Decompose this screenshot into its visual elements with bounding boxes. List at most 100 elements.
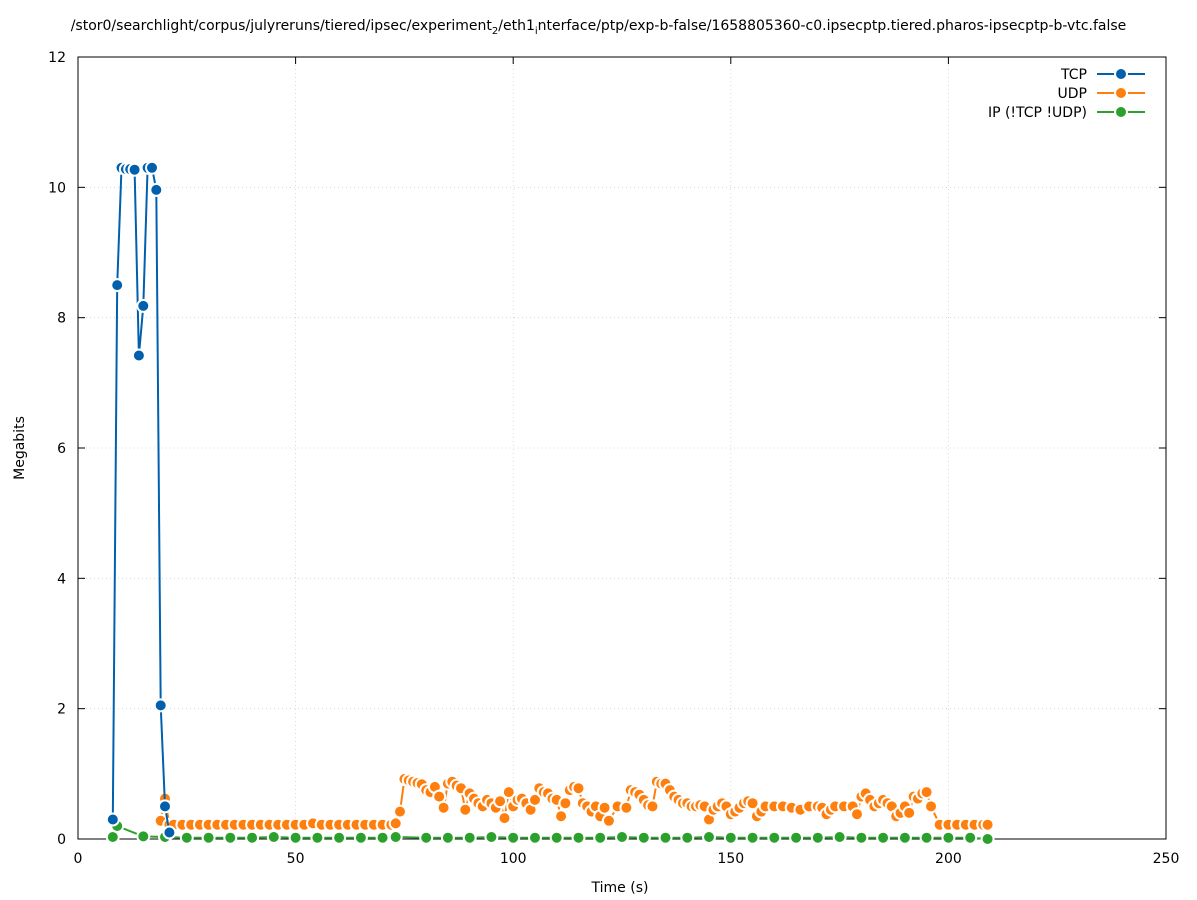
grid-lines	[78, 57, 1166, 839]
data-point	[288, 830, 303, 845]
data-point	[493, 794, 508, 809]
y-tick-label: 8	[57, 311, 66, 327]
data-point	[723, 830, 738, 845]
legend-swatch-marker	[1114, 86, 1128, 100]
data-point	[388, 816, 403, 831]
data-point	[919, 830, 934, 845]
data-point	[528, 792, 542, 807]
x-tick-label: 250	[1153, 851, 1180, 867]
data-point	[179, 830, 194, 845]
data-point	[436, 800, 451, 815]
data-point	[571, 781, 586, 796]
data-point	[501, 785, 516, 800]
data-point	[980, 817, 995, 832]
data-point	[131, 348, 146, 363]
data-point	[136, 829, 151, 844]
series-2	[105, 819, 995, 846]
data-point	[440, 830, 455, 845]
legend-swatch-marker	[1114, 67, 1128, 81]
data-point	[484, 830, 499, 844]
data-point	[980, 832, 995, 846]
data-point	[554, 809, 569, 824]
data-point	[789, 830, 804, 845]
series-layer	[105, 160, 995, 846]
data-point	[619, 800, 634, 815]
data-point	[597, 800, 612, 815]
data-point	[767, 830, 782, 845]
data-point	[506, 830, 521, 845]
legend-label: TCP	[1060, 67, 1087, 83]
data-point	[158, 799, 172, 814]
data-point	[850, 807, 864, 822]
legend-swatch-marker	[1114, 105, 1128, 119]
data-point	[462, 830, 477, 845]
legend-label: IP (!TCP !UDP)	[988, 105, 1087, 121]
y-axis-label: Megabits	[12, 416, 28, 480]
data-point	[149, 182, 164, 197]
data-point	[571, 830, 586, 845]
x-tick-label: 0	[74, 851, 83, 867]
data-point	[497, 811, 512, 826]
data-point	[963, 830, 978, 845]
x-tick-label: 150	[717, 851, 744, 867]
data-point	[223, 830, 238, 845]
x-tick-label: 200	[935, 851, 962, 867]
data-point	[145, 160, 159, 175]
data-point	[393, 804, 407, 819]
data-point	[558, 796, 573, 811]
data-point	[593, 830, 608, 845]
data-point	[702, 830, 716, 844]
data-point	[902, 805, 917, 820]
data-point	[615, 830, 629, 844]
data-point	[658, 830, 673, 845]
series-0	[105, 160, 177, 840]
y-tick-label: 6	[57, 441, 66, 457]
y-tick-label: 12	[48, 50, 66, 66]
chart-title: /stor0/searchlight/corpus/julyreruns/tie…	[70, 18, 1127, 37]
data-point	[601, 813, 616, 828]
axis-ticks: 0 50 100 150 200 250 0 2 4 6 8 10 12	[48, 50, 1179, 867]
data-point	[201, 830, 216, 845]
data-point	[310, 830, 325, 845]
data-point	[680, 830, 695, 845]
data-point	[832, 830, 847, 844]
y-tick-label: 2	[57, 702, 66, 718]
data-point	[353, 830, 368, 845]
data-point	[127, 162, 142, 177]
data-point	[745, 796, 760, 811]
data-point	[854, 830, 869, 845]
data-point	[162, 825, 177, 840]
series-1	[153, 772, 995, 832]
legend: TCP UDP IP (!TCP !UDP)	[955, 62, 1155, 124]
data-point	[266, 830, 281, 844]
data-point	[136, 298, 151, 313]
data-point	[458, 802, 473, 817]
data-point	[388, 830, 403, 844]
x-tick-label: 100	[500, 851, 527, 867]
data-point	[745, 830, 760, 845]
x-tick-label: 50	[287, 851, 305, 867]
y-tick-label: 4	[57, 571, 66, 587]
data-point	[245, 830, 260, 845]
legend-label: UDP	[1058, 86, 1087, 102]
data-point	[636, 830, 651, 845]
data-point	[528, 830, 542, 845]
data-point	[110, 278, 125, 293]
x-axis-label: Time (s)	[591, 880, 649, 896]
series-line	[111, 166, 171, 833]
data-point	[375, 830, 390, 845]
data-point	[924, 799, 938, 814]
data-point	[549, 830, 564, 845]
data-point	[332, 830, 347, 845]
data-point	[153, 698, 168, 713]
y-tick-label: 0	[57, 832, 66, 848]
data-point	[897, 830, 912, 845]
data-point	[645, 799, 660, 814]
data-point	[876, 830, 891, 845]
y-tick-label: 10	[48, 180, 66, 196]
data-point	[919, 785, 934, 800]
data-point	[941, 830, 956, 845]
data-point	[810, 830, 825, 845]
data-point	[419, 830, 434, 845]
